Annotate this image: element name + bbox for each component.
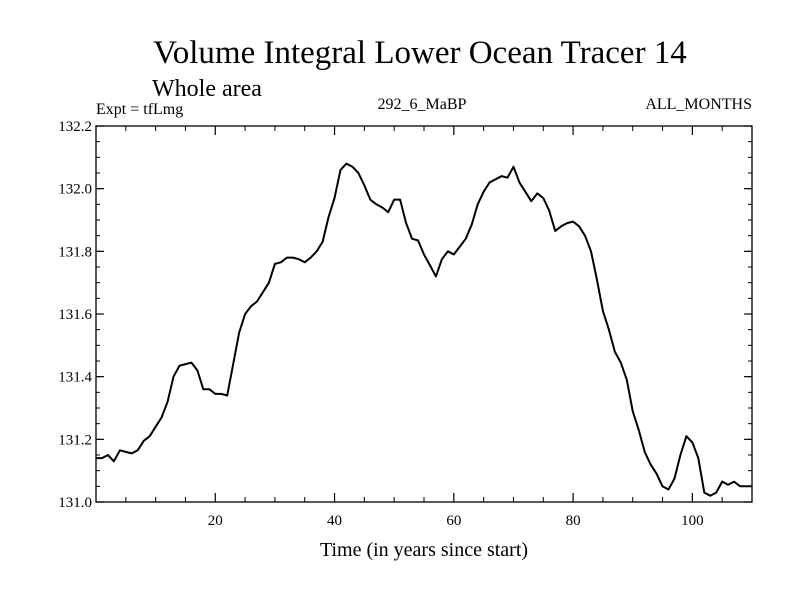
x-tick-label: 100 [681, 513, 704, 529]
y-tick-label: 131.6 [58, 307, 92, 323]
chart-title: Volume Integral Lower Ocean Tracer 14 [153, 35, 687, 71]
x-axis: 20 40 60 80 100 [125, 126, 723, 529]
plot-frame [95, 125, 753, 503]
y-tick-label: 131.4 [58, 370, 92, 386]
x-tick-label: 40 [327, 513, 342, 529]
x-tick-label: 20 [208, 513, 223, 529]
expt-annotation: Expt = tfLmg [96, 101, 183, 118]
x-tick-label: 80 [566, 513, 581, 529]
x-tick-label: 60 [446, 513, 461, 529]
y-tick-label: 132.2 [58, 119, 92, 135]
series-line-tracer14 [96, 162, 752, 497]
y-tick-label: 131.0 [58, 495, 92, 511]
x-axis-label: Time (in years since start) [320, 539, 528, 561]
y-tick-label: 132.0 [58, 182, 92, 198]
period-annotation: 292_6_MaBP [378, 96, 467, 113]
y-tick-label: 131.2 [58, 432, 92, 448]
y-axis: 131.0 131.2 131.4 131.6 131.8 132.0 132.2 [58, 119, 752, 511]
chart-subtitle: Whole area [152, 76, 262, 102]
y-tick-label: 131.8 [58, 244, 92, 260]
months-annotation: ALL_MONTHS [645, 96, 752, 113]
